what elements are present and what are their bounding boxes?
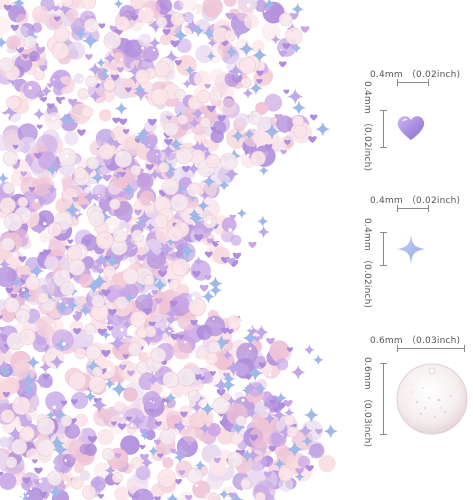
heart-height-line <box>380 110 387 148</box>
circle-height-line <box>380 363 387 435</box>
circle-width-inch: （0.03inch) <box>406 336 461 346</box>
heart-width-mm: 0.4mm <box>370 70 403 80</box>
heart-height-label: 0.4mm （0.02inch) <box>362 81 375 171</box>
star-shape-icon <box>397 234 425 264</box>
circle-height-inch: （0.03inch) <box>362 393 372 448</box>
star-width-label: 0.4mm （0.02inch) <box>370 193 460 206</box>
star-width-mm: 0.4mm <box>370 196 403 206</box>
heart-width-line <box>397 79 429 86</box>
sequin-circle-icon <box>396 363 468 435</box>
heart-width-inch: （0.02inch) <box>406 70 461 80</box>
star-height-mm: 0.4mm <box>362 218 372 251</box>
star-width-line <box>397 205 429 212</box>
circle-height-mm: 0.6mm <box>362 357 372 390</box>
star-width-inch: （0.02inch) <box>406 196 461 206</box>
heart-width-label: 0.4mm （0.02inch) <box>370 67 460 80</box>
circle-height-label: 0.6mm （0.03inch) <box>362 357 375 447</box>
circle-width-line <box>397 345 465 352</box>
heart-height-mm: 0.4mm <box>362 81 372 114</box>
star-height-line <box>380 232 387 266</box>
circle-width-mm: 0.6mm <box>370 336 403 346</box>
glitter-pile-image <box>0 0 338 500</box>
heart-height-inch: （0.02inch) <box>362 117 372 172</box>
heart-shape-icon <box>397 116 425 140</box>
circle-width-label: 0.6mm （0.03inch) <box>370 333 460 346</box>
star-height-label: 0.4mm （0.02inch) <box>362 218 375 308</box>
star-height-inch: （0.02inch) <box>362 254 372 309</box>
